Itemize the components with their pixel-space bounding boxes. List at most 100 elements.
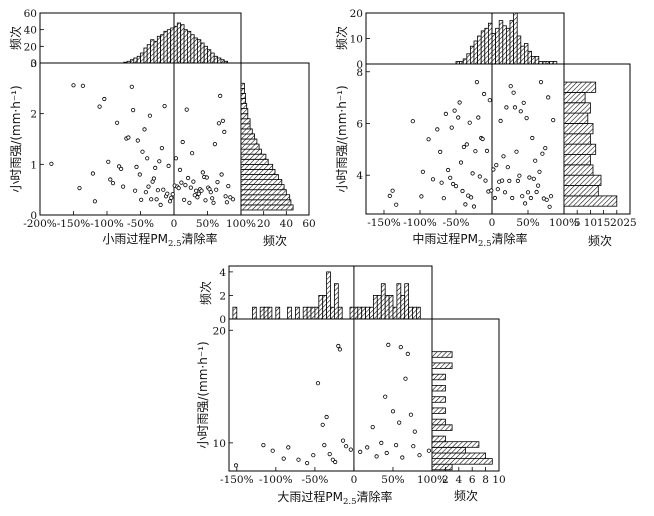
data-point <box>464 142 469 147</box>
hist-bar <box>333 283 339 320</box>
data-point <box>165 191 170 196</box>
hist-bar <box>240 98 246 104</box>
hist-bar <box>462 58 468 65</box>
data-point <box>524 116 529 121</box>
data-point <box>467 120 472 125</box>
data-point <box>473 149 478 154</box>
data-point <box>108 177 113 182</box>
y-tick-label: 4 <box>356 170 363 182</box>
data-point <box>134 164 139 169</box>
data-point <box>215 180 220 185</box>
hist-bar <box>369 306 374 320</box>
x-tick-label: 50% <box>516 217 539 229</box>
hist-bar <box>180 24 185 64</box>
data-point <box>343 444 349 449</box>
data-point <box>161 187 166 192</box>
hist-bar <box>469 45 475 65</box>
data-point <box>458 160 464 165</box>
hist-y-tick-label: 20 <box>350 8 363 20</box>
data-point <box>196 191 201 196</box>
hist-bar <box>150 39 155 64</box>
hist-bar <box>415 306 421 320</box>
data-point <box>499 178 505 183</box>
data-point <box>210 196 215 201</box>
hist-bar <box>408 306 413 320</box>
data-point <box>403 376 408 381</box>
hist-bar <box>396 283 402 320</box>
light-right-hist-xlabel: 频次 <box>263 234 287 248</box>
data-point <box>456 115 461 120</box>
data-point <box>333 459 338 465</box>
data-point <box>397 420 402 425</box>
data-point <box>139 197 144 202</box>
hist-bar <box>563 154 591 166</box>
hist-bar <box>563 81 597 93</box>
data-point <box>411 444 416 449</box>
hist-x-tick-label: 4 <box>455 474 462 486</box>
data-point <box>457 100 462 105</box>
hist-bar <box>431 446 466 454</box>
data-point <box>387 193 392 198</box>
data-point <box>435 127 440 132</box>
data-point <box>121 184 126 189</box>
data-point <box>224 200 229 205</box>
hist-bar <box>240 138 258 145</box>
data-point <box>510 195 515 201</box>
data-point <box>324 414 329 420</box>
data-point <box>77 186 82 191</box>
heavy-scatter-frame <box>228 318 433 472</box>
data-point <box>135 138 140 143</box>
light-scatter-points <box>49 13 236 215</box>
data-point <box>498 118 503 124</box>
data-point <box>143 190 148 195</box>
moderate-top-hist-ylabel: 频次 <box>335 26 349 50</box>
heavy-top-hist-y-ticks: 0 2 4 <box>219 267 233 326</box>
data-point <box>106 159 111 164</box>
hist-bar <box>400 294 406 320</box>
data-point <box>374 454 379 459</box>
light-top-hist-bars <box>123 22 229 64</box>
data-point <box>443 111 448 117</box>
data-point <box>379 440 384 445</box>
data-point <box>520 194 525 199</box>
data-point <box>153 165 158 170</box>
y-tick-label: 8 <box>356 67 363 79</box>
data-point <box>169 195 174 200</box>
data-point <box>504 105 509 110</box>
data-point <box>218 93 223 99</box>
data-point <box>337 347 342 352</box>
x-tick-label: -200% <box>23 218 57 230</box>
data-point <box>304 460 310 466</box>
data-point <box>173 156 179 161</box>
data-point <box>412 429 417 434</box>
hist-bar <box>213 55 218 64</box>
data-point <box>186 175 191 181</box>
data-point <box>137 172 142 177</box>
data-point <box>390 188 395 193</box>
data-point <box>521 100 526 105</box>
hist-bar <box>516 35 522 65</box>
data-point <box>489 188 494 193</box>
x-tick-label: -150% <box>367 217 401 229</box>
data-point <box>460 188 465 194</box>
data-point <box>533 158 538 163</box>
hist-bar <box>431 458 493 465</box>
moderate-xlabel-main: 中雨过程PM <box>412 231 478 246</box>
data-point <box>470 171 475 176</box>
hist-bar <box>491 33 496 65</box>
hist-y-tick-label: 4 <box>219 267 226 279</box>
hist-bar <box>337 306 343 320</box>
hist-bar <box>240 118 251 125</box>
hist-bar <box>190 34 195 64</box>
data-point <box>452 108 457 113</box>
data-point <box>119 166 124 171</box>
data-point <box>544 197 549 202</box>
data-point <box>115 120 120 125</box>
data-point <box>405 351 410 356</box>
heavy-scatter-y-ticks: 10 20 <box>213 325 233 450</box>
hist-bar <box>563 195 618 207</box>
data-point <box>491 167 496 172</box>
hist-bar <box>240 204 294 211</box>
heavy-xlabel-post: 清除率 <box>357 489 393 504</box>
data-point <box>408 412 413 417</box>
